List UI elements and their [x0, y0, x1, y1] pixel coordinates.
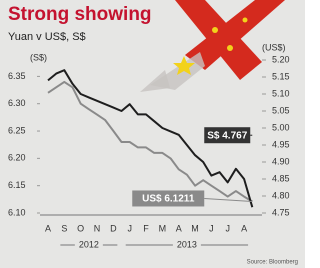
y-tick-label: 6.15: [8, 180, 26, 190]
x-tick-label: F: [143, 223, 149, 233]
x-tick-label: N: [94, 223, 101, 233]
chart-title: Strong showing: [8, 4, 152, 25]
y2-axis-label: (US$): [262, 42, 286, 52]
y2-tick-label: 4.90: [272, 156, 290, 166]
x-tick-label: S: [61, 223, 67, 233]
y2-tick-label: 5.20: [272, 54, 290, 64]
value-label: S$ 4.767: [207, 130, 247, 141]
y2-tick-label: 5.10: [272, 88, 290, 98]
chart: Strong showing Yuan v US$, S$ (S$) (US$)…: [0, 0, 305, 268]
x-tick-label: M: [159, 223, 167, 233]
y2-tick-label: 4.95: [272, 139, 290, 149]
x-tick-label: A: [45, 223, 51, 233]
x-tick-label: A: [176, 223, 182, 233]
x-tick-label: J: [209, 223, 214, 233]
y-axis-label: (S$): [30, 52, 47, 62]
x-tick-label: A: [241, 223, 247, 233]
y2-tick-label: 4.80: [272, 190, 290, 200]
chart-subtitle: Yuan v US$, S$: [8, 31, 86, 43]
y-tick-label: 6.30: [8, 98, 26, 108]
year-label: 2013: [177, 239, 197, 249]
x-tick-label: D: [110, 223, 117, 233]
y2-tick-label: 4.85: [272, 173, 290, 183]
source: Source: Bloomberg: [247, 260, 298, 266]
y-tick-label: 6.10: [8, 207, 26, 217]
x-tick-label: O: [77, 223, 84, 233]
x-tick-label: M: [191, 223, 199, 233]
y-tick-label: 6.25: [8, 125, 26, 135]
y2-tick-label: 5.15: [272, 71, 290, 81]
value-label: US$ 6.1211: [142, 194, 195, 205]
x-tick-label: J: [225, 223, 230, 233]
x-tick-label: J: [127, 223, 132, 233]
y-tick-label: 6.20: [8, 153, 26, 163]
y2-tick-label: 4.75: [272, 207, 290, 217]
year-label: 2012: [79, 239, 99, 249]
y2-tick-label: 5.05: [272, 105, 290, 115]
y2-tick-label: 5.00: [272, 122, 290, 132]
y-tick-label: 6.35: [8, 71, 26, 81]
